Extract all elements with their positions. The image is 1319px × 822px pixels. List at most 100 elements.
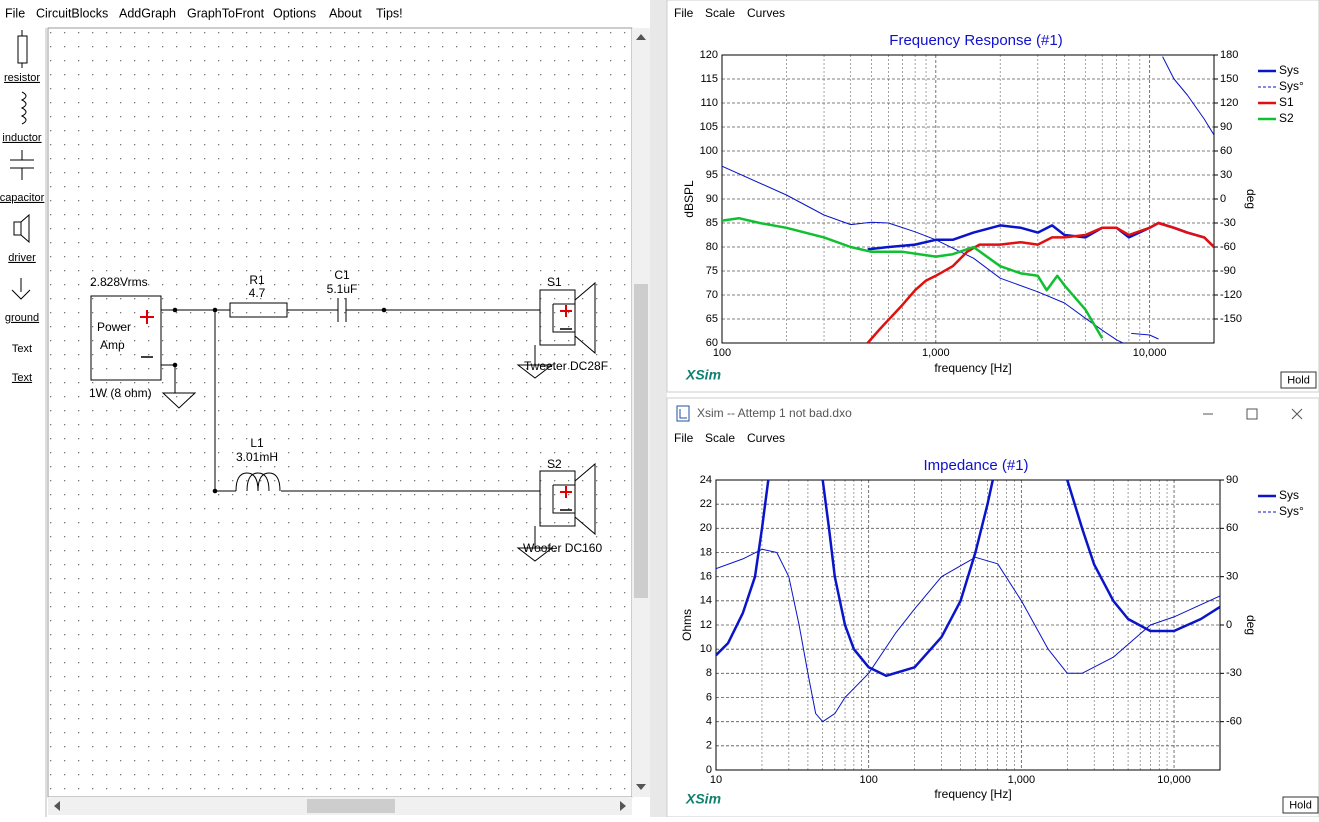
y-tick-label: 12	[700, 619, 712, 631]
x-tick-label: 1,000	[1008, 774, 1036, 786]
menu-item[interactable]: Options	[273, 6, 316, 20]
palette-item[interactable]: ground	[5, 312, 39, 324]
menu-item[interactable]: GraphToFront	[187, 6, 265, 20]
gap	[650, 0, 667, 817]
menu-item[interactable]: About	[329, 6, 362, 20]
part-name: L1	[250, 436, 264, 450]
y-tick-label: 4	[706, 716, 712, 728]
y-tick-label: 10	[700, 643, 712, 655]
window-controls[interactable]	[1203, 408, 1303, 420]
shape-rect	[539, 289, 576, 346]
y-tick-label: 24	[700, 474, 712, 486]
y-tick-label: 14	[700, 595, 712, 607]
shape-rect	[13, 221, 22, 236]
menu-item[interactable]: Scale	[705, 6, 735, 20]
hold-label[interactable]: Hold	[1289, 799, 1312, 811]
part-name: R1	[249, 273, 265, 287]
y2-tick-label: 180	[1220, 49, 1238, 61]
shape-path	[574, 462, 596, 536]
y2-tick-label: 0	[1226, 619, 1232, 631]
shape-path	[235, 472, 281, 492]
y2-tick-label: -30	[1220, 217, 1236, 229]
menu-item[interactable]: Curves	[747, 6, 785, 20]
y2-tick-label: 60	[1220, 145, 1232, 157]
palette-item[interactable]: inductor	[2, 132, 41, 144]
curve	[716, 548, 1220, 723]
y2-tick-label: -120	[1220, 289, 1242, 301]
y-tick-label: 0	[706, 764, 712, 776]
hold-button[interactable]	[1280, 371, 1317, 389]
y2-tick-label: -30	[1226, 667, 1242, 679]
part-value: 5.1uF	[327, 282, 358, 296]
part-value: 3.01mH	[236, 450, 278, 464]
y2-tick-label: 0	[1220, 193, 1226, 205]
shape-circle	[212, 488, 218, 494]
shape-path	[552, 303, 575, 333]
shape-rect	[676, 405, 690, 422]
y2-tick-label: 150	[1220, 73, 1238, 85]
shape-circle	[172, 307, 178, 313]
palette-item[interactable]: Text	[12, 372, 32, 384]
source-label: Power	[97, 320, 131, 334]
menu-item[interactable]: File	[674, 6, 694, 20]
x-tick-label: 1,000	[922, 347, 950, 359]
shape-path	[20, 213, 30, 244]
shape-circle	[212, 307, 218, 313]
y2-tick-label: 30	[1226, 571, 1238, 583]
curve	[716, 480, 1220, 678]
shape-circle	[381, 307, 387, 313]
logo: XSim	[685, 791, 721, 807]
part-name: S1	[547, 275, 562, 289]
y2-tick-label: -150	[1220, 313, 1242, 325]
legend-label: Sys	[1279, 63, 1299, 77]
shape-g	[172, 307, 387, 494]
y-tick-label: 70	[706, 289, 718, 301]
palette-item[interactable]: capacitor	[0, 192, 45, 204]
x-tick-label: 100	[859, 774, 877, 786]
legend-label: S1	[1279, 95, 1294, 109]
shape-path	[679, 409, 687, 419]
hold-button[interactable]	[1282, 796, 1319, 814]
shape-g: resistor inductor capacitor driver ground Tex…	[0, 72, 45, 384]
shape-path	[552, 484, 575, 514]
y-tick-label: 95	[706, 169, 718, 181]
y-tick-label: 8	[706, 667, 712, 679]
shape-path	[560, 486, 572, 498]
y-axis-label: dBSPL	[682, 180, 696, 218]
shape-circle	[172, 362, 178, 368]
source-note: 1W (8 ohm)	[89, 386, 152, 400]
window-title: Xsim -- Attemp 1 not bad.dxo	[697, 406, 852, 420]
part-name: S2	[547, 457, 562, 471]
palette-item[interactable]: Text	[12, 343, 32, 355]
hold-label[interactable]: Hold	[1287, 374, 1310, 386]
menu-item[interactable]: File	[674, 431, 694, 445]
x-tick-label: 10	[710, 774, 722, 786]
graph-window	[666, 397, 1319, 818]
shape-g: Frequency Response (#1) frequency [Hz] dBS…	[680, 32, 1304, 801]
y-tick-label: 85	[706, 217, 718, 229]
shape-g: 2.828Vrms Power Amp 1W (8 ohm) R1 4.7 C1…	[89, 268, 608, 555]
palette-item[interactable]: resistor	[4, 72, 40, 84]
shape-path	[574, 281, 596, 355]
x-tick-label: 10,000	[1133, 347, 1167, 359]
palette-item[interactable]: driver	[8, 252, 36, 264]
y-axis-label: Ohms	[680, 609, 694, 641]
x-axis-label: frequency [Hz]	[934, 361, 1011, 375]
polarity	[140, 305, 572, 498]
canvas	[47, 27, 633, 798]
y-tick-label: 110	[700, 97, 718, 109]
logo: XSim	[685, 367, 721, 383]
menu-item[interactable]: File	[5, 6, 25, 20]
menu-item[interactable]: CircuitBlocks	[36, 6, 108, 20]
menu-item[interactable]: Tips!	[376, 6, 403, 20]
shape-rect	[229, 302, 288, 318]
x-tick-label: 100	[713, 347, 731, 359]
legend-label: Sys°	[1279, 504, 1304, 518]
y2-tick-label: 30	[1220, 169, 1232, 181]
palette-icons	[10, 30, 34, 300]
menu-item[interactable]: Curves	[747, 431, 785, 445]
y2-tick-label: 60	[1226, 522, 1238, 534]
menu-item[interactable]: AddGraph	[119, 6, 176, 20]
menu-item[interactable]: Scale	[705, 431, 735, 445]
